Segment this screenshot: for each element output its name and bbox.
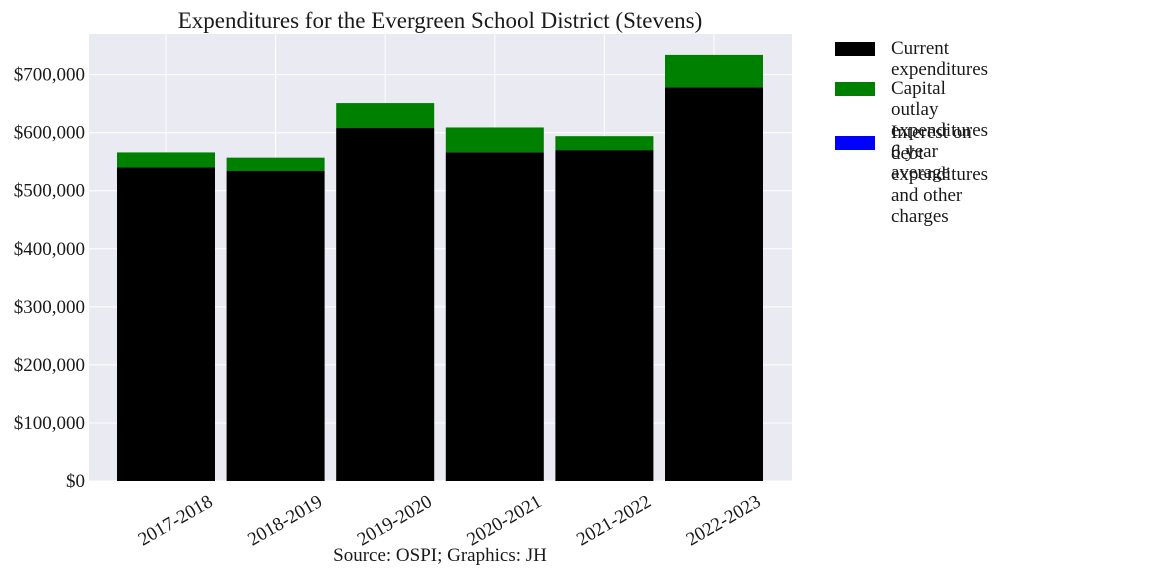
x-tick-label: 2021-2022 <box>573 491 655 550</box>
x-tick-label: 2019-2020 <box>354 491 436 550</box>
legend-label-interest: Interest on debt expenditures and other … <box>891 122 989 227</box>
bar-segment-series-1 <box>555 136 654 151</box>
y-tick-label: $400,000 <box>14 239 85 260</box>
bar-segment-series-0 <box>336 128 435 481</box>
x-axis-label: Source: OSPI; Graphics: JH <box>333 545 547 566</box>
bar-segment-series-0 <box>445 152 544 482</box>
legend-label-current: Current expenditures <box>891 38 989 80</box>
chart-title: Expenditures for the Evergreen School Di… <box>178 8 703 33</box>
bar-segment-series-1 <box>665 54 763 88</box>
bar-segment-series-0 <box>226 171 325 481</box>
bar-segment-series-1 <box>445 127 544 153</box>
x-tick-label: 2022-2023 <box>683 491 765 550</box>
y-tick-label: $300,000 <box>14 297 85 318</box>
bar-segment-series-0 <box>665 87 763 482</box>
bar-segment-series-1 <box>226 157 325 172</box>
x-tick-labels: 2017-2018 2018-2019 2019-2020 2020-2021 2021… <box>135 491 765 550</box>
y-tick-label: $500,000 <box>14 181 85 202</box>
x-tick-label: 2018-2019 <box>244 491 326 550</box>
legend-swatch-current <box>835 42 875 56</box>
legend-swatch-capital <box>835 82 875 96</box>
x-tick-label: 2017-2018 <box>135 491 217 550</box>
legend-swatch-interest <box>835 136 875 150</box>
x-tick-label: 2020-2021 <box>464 491 546 550</box>
bar-segment-series-1 <box>336 103 435 129</box>
y-tick-label: $600,000 <box>14 123 85 144</box>
y-tick-label: $0 <box>66 471 85 492</box>
y-tick-label: $100,000 <box>14 413 85 434</box>
bar-segment-series-0 <box>117 167 215 482</box>
y-tick-labels: $0 $100,000 $200,000 $300,000 $400,000 $500,0… <box>14 65 85 492</box>
bar-segment-series-1 <box>117 152 215 168</box>
bars <box>117 54 763 482</box>
bar-segment-series-0 <box>555 150 654 482</box>
y-tick-label: $200,000 <box>14 355 85 376</box>
y-tick-label: $700,000 <box>14 65 85 86</box>
legend-label-capital: Capital outlay expenditures 6 year avera… <box>891 78 989 183</box>
